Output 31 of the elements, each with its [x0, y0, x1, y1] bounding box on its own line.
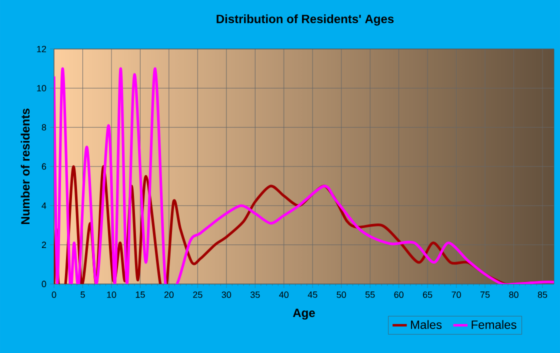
x-tick-label: 70 — [452, 292, 461, 298]
x-tick-label: 25 — [193, 292, 202, 298]
y-axis-title: Number of residents — [20, 108, 30, 224]
y-tick-label: 12 — [37, 46, 46, 52]
chart-title: Distribution of Residents' Ages — [216, 14, 394, 26]
legend-label: Females — [472, 320, 516, 329]
x-tick-label: 40 — [279, 292, 289, 298]
y-tick-label: 2 — [42, 242, 46, 248]
x-axis-title: Age — [292, 308, 315, 320]
x-tick-label: 15 — [136, 292, 145, 298]
y-tick-label: 0 — [42, 280, 46, 288]
line-series — [54, 67, 554, 284]
x-tick-label: 5 — [80, 292, 85, 298]
x-tick-label: 60 — [394, 292, 404, 298]
y-tick-label: 4 — [42, 202, 46, 209]
y-tick-label: 8 — [42, 124, 46, 131]
x-tick-label: 80 — [509, 292, 518, 298]
legend-label: Males — [411, 320, 442, 329]
y-tick-label: 10 — [37, 84, 46, 92]
x-tick-label: 10 — [107, 292, 116, 298]
x-tick-label: 75 — [480, 292, 490, 298]
x-tick-label: 0 — [52, 292, 56, 298]
x-tick-label: 55 — [365, 292, 375, 298]
x-tick-label: 65 — [423, 292, 432, 298]
x-tick-label: 30 — [222, 292, 232, 298]
x-tick-label: 35 — [250, 292, 260, 298]
x-tick-label: 85 — [538, 292, 548, 298]
x-tick-label: 45 — [308, 292, 318, 298]
y-tick-label: 6 — [42, 163, 46, 170]
x-tick-label: 50 — [336, 292, 346, 298]
x-tick-label: 20 — [164, 292, 174, 298]
